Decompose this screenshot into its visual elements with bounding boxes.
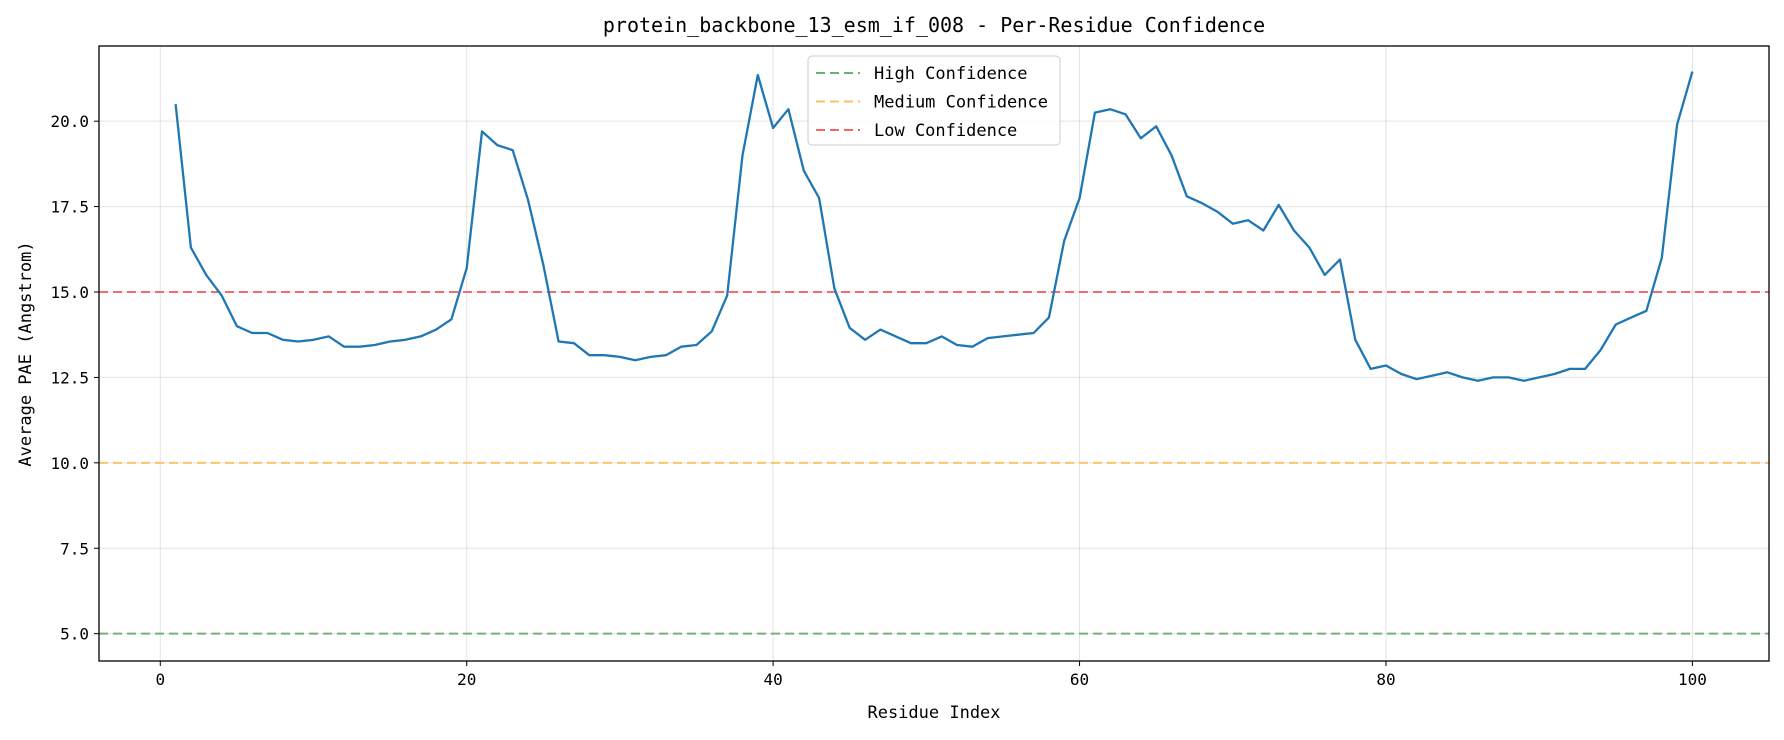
- y-axis-ticks: 5.0 7.5 10.0 12.5 15.0 17.5 20.0: [50, 112, 99, 644]
- y-tick-label: 20.0: [50, 112, 89, 131]
- series-line: [174, 71, 1694, 382]
- y-axis-title: Average PAE (Angstrom): [16, 241, 36, 466]
- y-tick-label: 12.5: [50, 368, 89, 387]
- y-tick-label: 10.0: [50, 454, 89, 473]
- y-tick-label: 17.5: [50, 198, 89, 217]
- x-axis-ticks: 0 20 40 60 80 100: [155, 661, 1707, 689]
- legend-label: Low Confidence: [874, 121, 1017, 141]
- reference-lines: [99, 291, 1769, 635]
- x-tick-label: 100: [1678, 670, 1707, 689]
- x-tick-label: 80: [1376, 670, 1395, 689]
- x-tick-label: 0: [155, 670, 165, 689]
- y-tick-label: 15.0: [50, 283, 89, 302]
- series-layer: [174, 71, 1694, 382]
- x-tick-label: 60: [1070, 670, 1089, 689]
- x-axis-title: Residue Index: [867, 703, 1000, 723]
- legend-label: Medium Confidence: [874, 93, 1048, 113]
- legend-label: High Confidence: [874, 64, 1028, 84]
- x-tick-label: 40: [763, 670, 782, 689]
- y-tick-label: 7.5: [60, 539, 89, 558]
- legend: High Confidence Medium Confidence Low Conf…: [807, 55, 1061, 146]
- legend-box: [807, 55, 1061, 146]
- chart-title: protein_backbone_13_esm_if_008 - Per-Res…: [603, 13, 1265, 37]
- plot-area-frame: [98, 45, 1770, 662]
- x-tick-label: 20: [457, 670, 476, 689]
- y-tick-label: 5.0: [60, 625, 89, 644]
